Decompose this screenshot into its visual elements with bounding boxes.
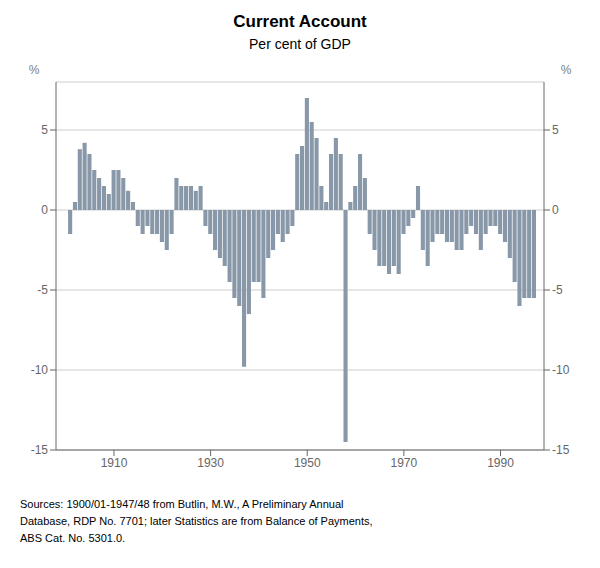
svg-text:5: 5 bbox=[41, 123, 48, 137]
svg-text:1910: 1910 bbox=[101, 456, 128, 470]
svg-text:-10: -10 bbox=[552, 363, 570, 377]
svg-text:%: % bbox=[29, 63, 40, 77]
svg-text:-5: -5 bbox=[37, 283, 48, 297]
html-text:Database, RDP No. 7701; later: Database, RDP No. 7701; later Statistics… bbox=[20, 515, 373, 527]
html-text:ABS Cat. No. 5301.0.: ABS Cat. No. 5301.0. bbox=[20, 532, 126, 544]
svg-text:-15: -15 bbox=[31, 443, 49, 457]
svg-text:%: % bbox=[561, 63, 572, 77]
svg-text:1970: 1970 bbox=[391, 456, 418, 470]
svg-text:1990: 1990 bbox=[487, 456, 514, 470]
svg-text:5: 5 bbox=[552, 123, 559, 137]
svg-text:0: 0 bbox=[552, 203, 559, 217]
html-text:Sources: 1900/01-1947/48 from: Sources: 1900/01-1947/48 from Butlin, M.… bbox=[20, 498, 344, 510]
svg-text:-5: -5 bbox=[552, 283, 563, 297]
svg-text:1950: 1950 bbox=[294, 456, 321, 470]
svg-text:-15: -15 bbox=[552, 443, 570, 457]
html-text:Current Account: Current Account bbox=[233, 12, 367, 31]
svg-text:1930: 1930 bbox=[197, 456, 224, 470]
html-text:Per cent of GDP: Per cent of GDP bbox=[249, 36, 351, 52]
svg-text:0: 0 bbox=[41, 203, 48, 217]
svg-text:-10: -10 bbox=[31, 363, 49, 377]
